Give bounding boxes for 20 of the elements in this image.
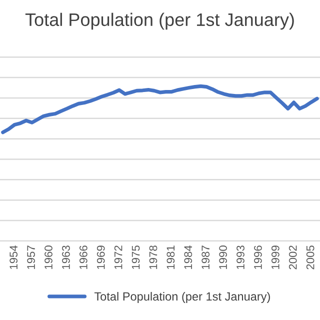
x-tick-label: 1990 [219, 246, 227, 269]
x-tick-label: 1954 [10, 245, 18, 269]
x-tick-label: 1975 [132, 246, 140, 269]
x-tick-label: 1960 [44, 246, 52, 269]
x-tick-label: 1963 [62, 246, 70, 269]
x-tick-label: 1966 [79, 246, 88, 269]
x-tick-label: 2002 [288, 246, 297, 270]
x-tick-label: 1984 [184, 245, 192, 269]
x-tick-label: 2005 [306, 246, 314, 270]
x-tick-label: 1987 [202, 246, 210, 269]
x-tick-label: 1981 [166, 246, 175, 269]
x-tick-label: 1993 [236, 246, 244, 269]
x-tick-label: 1957 [27, 246, 35, 269]
x-tick-label: 1996 [254, 246, 262, 269]
x-tick-label: 1978 [149, 246, 158, 269]
x-tick-label: 1999 [271, 246, 280, 269]
chart-title: Total Population (per 1st January) [25, 12, 294, 30]
x-tick-label: 1972 [114, 246, 122, 269]
x-tick-label: 1969 [96, 246, 105, 269]
legend-label: Total Population (per 1st January) [94, 292, 270, 303]
